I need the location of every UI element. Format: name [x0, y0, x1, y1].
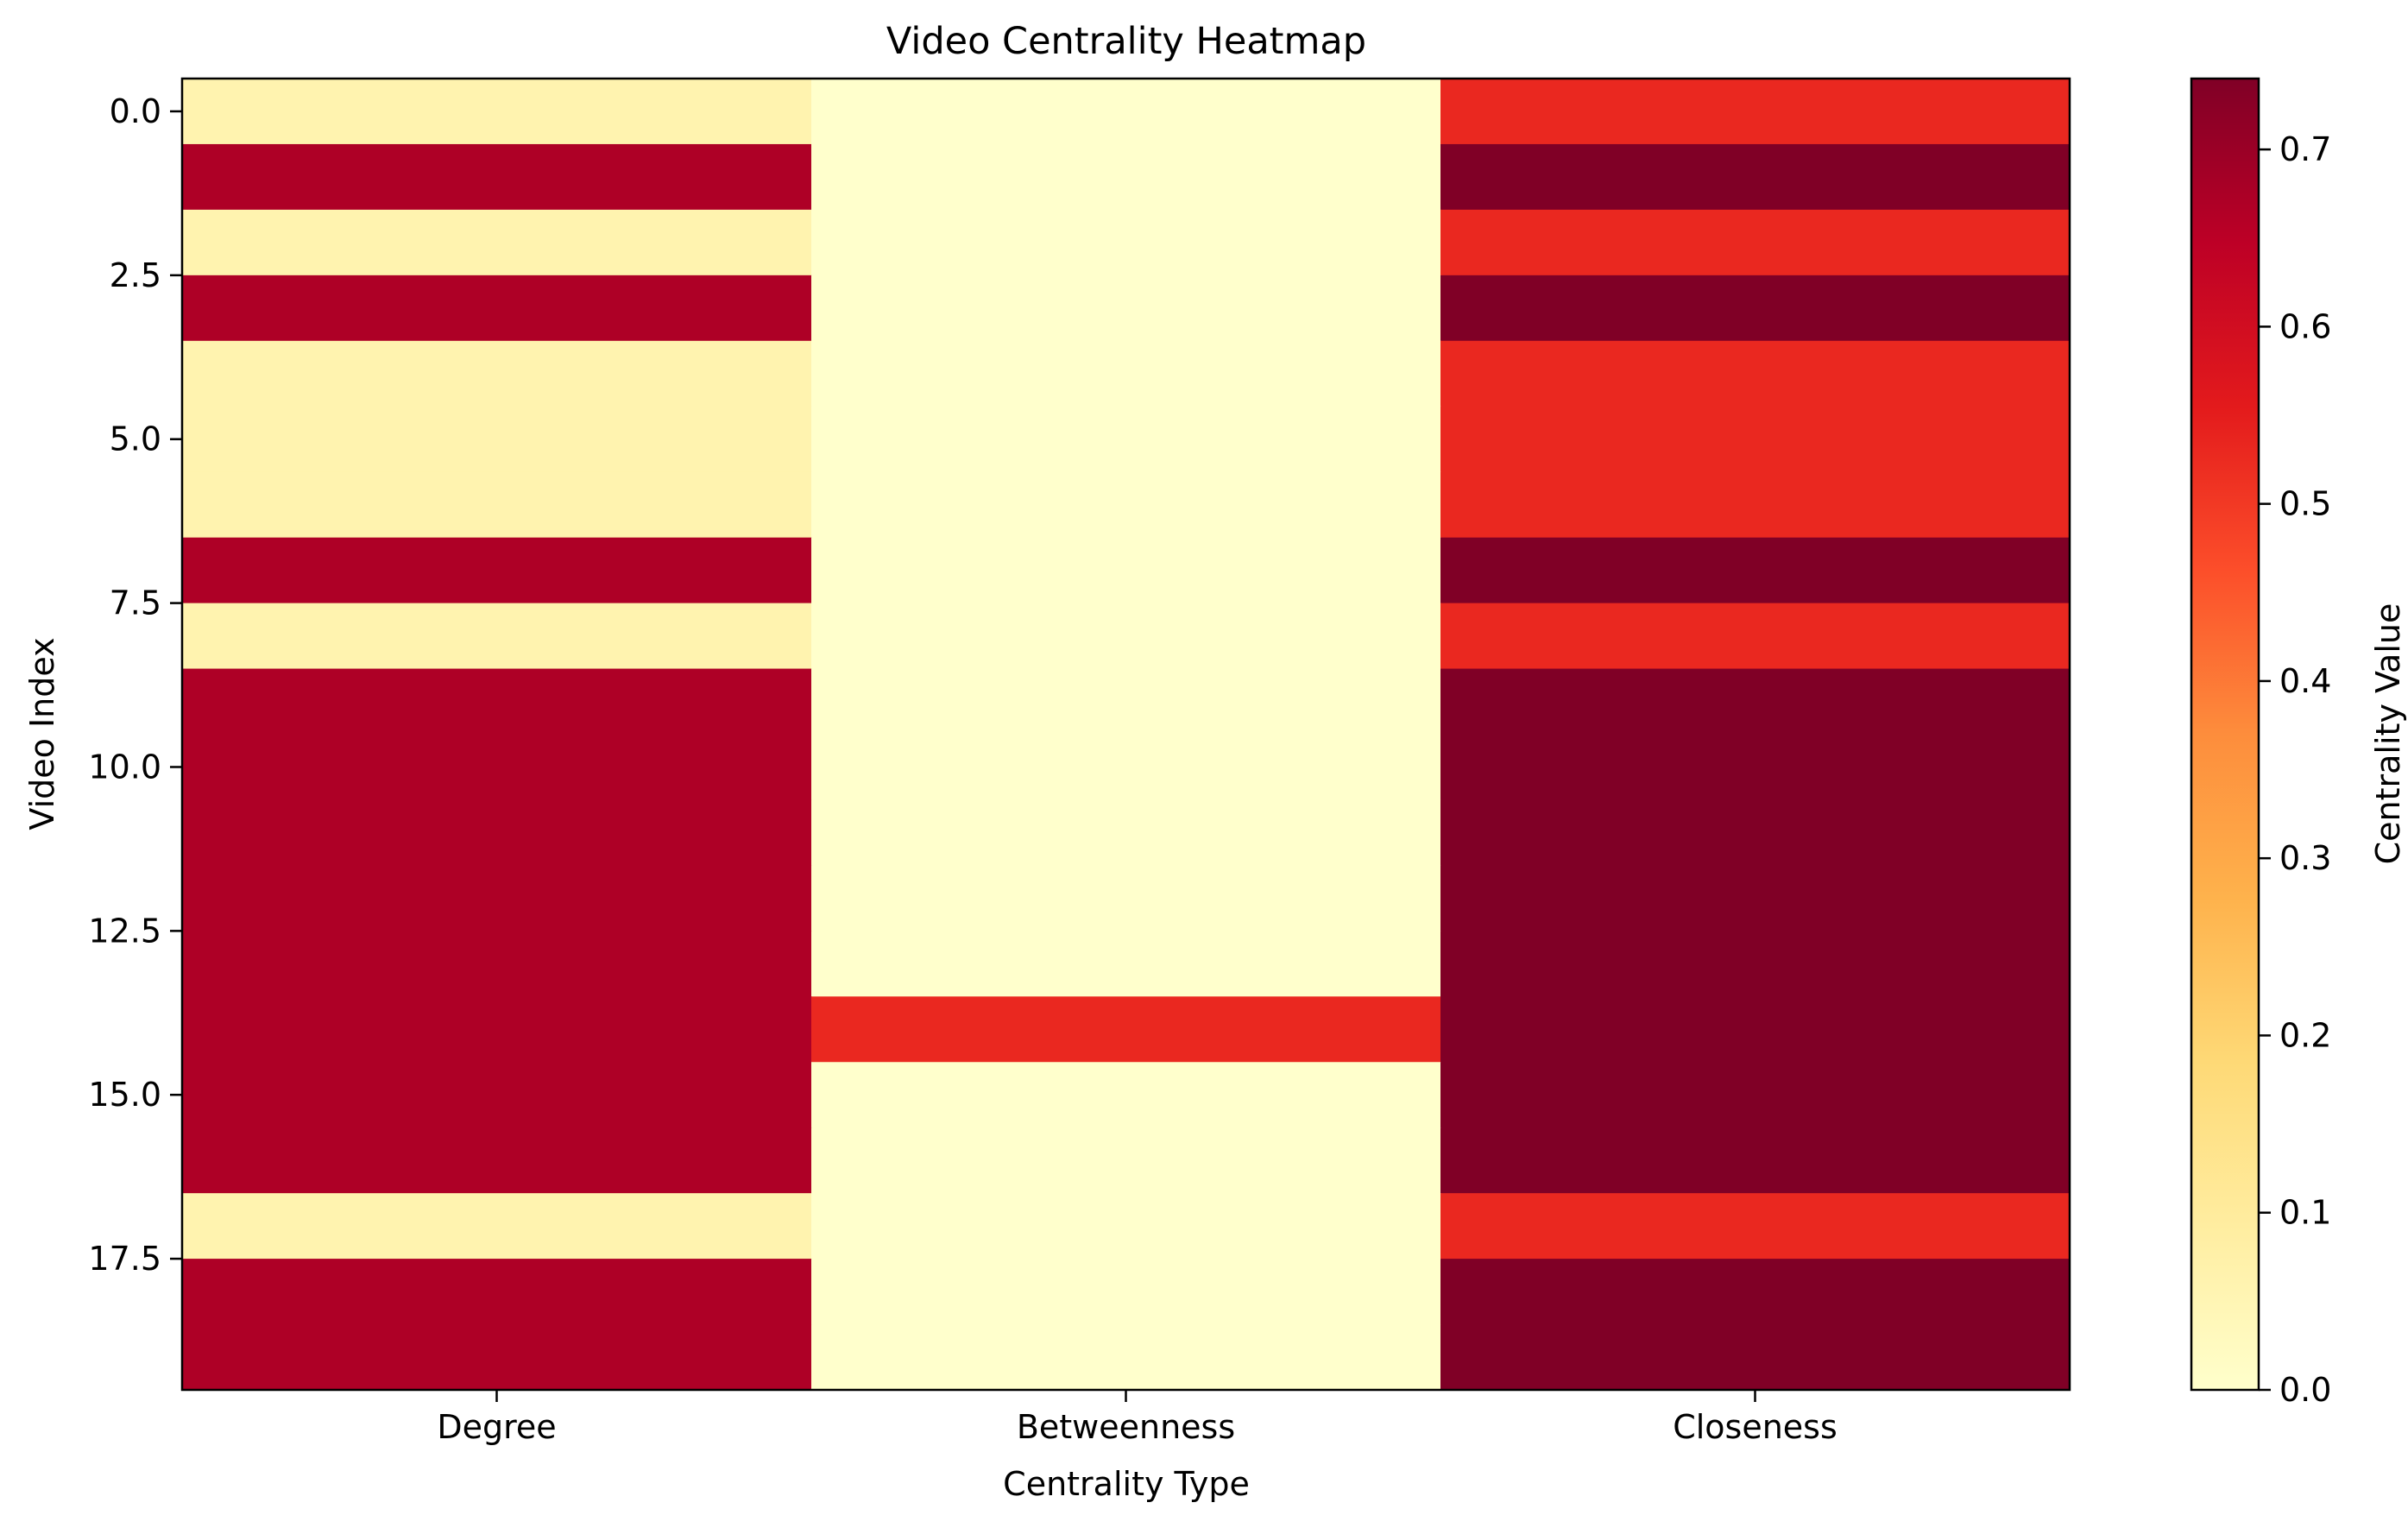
heatmap-cell	[182, 668, 812, 736]
heatmap-cell	[811, 537, 1441, 604]
heatmap-cell	[1440, 1259, 2071, 1325]
heatmap-cell	[182, 865, 812, 931]
colorbar-tick-label: 0.6	[2279, 307, 2331, 345]
colorbar-label: Centrality Value	[2369, 603, 2407, 865]
heatmap-cell	[811, 668, 1441, 736]
heatmap-cell	[182, 1324, 812, 1391]
heatmap-cell	[811, 1324, 1441, 1391]
heatmap-cell	[1440, 734, 2071, 801]
heatmap-cell	[1440, 471, 2071, 539]
heatmap-cell	[182, 996, 812, 1063]
heatmap-cell	[811, 799, 1441, 866]
heatmap-cell	[811, 996, 1441, 1063]
colorbar	[2190, 77, 2260, 1392]
heatmap-cell	[811, 471, 1441, 539]
colorbar-ticks: 0.0 0.1 0.2 0.3 0.4 0.5 0.6 0.7	[2259, 130, 2331, 1409]
heatmap-cell	[811, 275, 1441, 342]
heatmap-cell	[811, 79, 1441, 145]
y-tick-label: 5.0	[110, 420, 161, 458]
y-tick-label: 10.0	[88, 748, 161, 786]
colorbar-tick-label: 0.1	[2279, 1194, 2331, 1232]
heatmap-cell	[182, 1259, 812, 1325]
y-tick-label: 0.0	[110, 92, 161, 130]
heatmap-cell	[182, 603, 812, 670]
heatmap-cell	[182, 340, 812, 407]
chart-title: Video Centrality Heatmap	[886, 20, 1366, 63]
heatmap-cell	[182, 275, 812, 342]
heatmap-cell	[811, 1062, 1441, 1128]
heatmap-cell	[182, 734, 812, 801]
heatmap-cell	[811, 340, 1441, 407]
colorbar-tick-label: 0.0	[2279, 1371, 2331, 1409]
heatmap-cell	[1440, 209, 2071, 276]
heatmap-cell	[1440, 865, 2071, 931]
heatmap-cell	[811, 1127, 1441, 1194]
y-tick-label: 15.0	[88, 1076, 161, 1114]
colorbar-tick-label: 0.4	[2279, 662, 2331, 700]
x-axis-label: Centrality Type	[1003, 1465, 1250, 1503]
colorbar-tick-label: 0.2	[2279, 1016, 2331, 1054]
heatmap-cell	[811, 1193, 1441, 1260]
y-tick-label: 7.5	[110, 584, 161, 622]
heatmap-cell	[811, 143, 1441, 211]
heatmap-cell	[1440, 931, 2071, 997]
heatmap-cell	[182, 79, 812, 145]
colorbar-tick-label: 0.5	[2279, 485, 2331, 523]
x-tick-label: Closeness	[1673, 1408, 1838, 1446]
heatmap-cell	[811, 603, 1441, 670]
heatmap-cell	[182, 143, 812, 211]
heatmap-cell	[1440, 537, 2071, 604]
heatmap-cell	[1440, 406, 2071, 473]
heatmap-cell	[182, 799, 812, 866]
heatmap-cell	[182, 1127, 812, 1194]
colorbar-tick-label: 0.7	[2279, 130, 2331, 168]
heatmap-cell	[1440, 79, 2071, 145]
heatmap-cell	[1440, 668, 2071, 736]
heatmap-cell	[1440, 340, 2071, 407]
heatmap-cell	[811, 734, 1441, 801]
x-tick-label: Betweenness	[1017, 1408, 1235, 1446]
y-tick-label: 12.5	[88, 912, 161, 950]
heatmap-cell	[811, 931, 1441, 997]
y-axis-label: Video Index	[23, 637, 61, 830]
heatmap-cell	[182, 931, 812, 997]
heatmap-cell	[182, 406, 812, 473]
heatmap-cell	[1440, 1062, 2071, 1128]
heatmap-cell	[1440, 799, 2071, 866]
y-tick-label: 17.5	[88, 1240, 161, 1278]
heatmap-cell	[1440, 996, 2071, 1063]
heatmap-cell	[1440, 1193, 2071, 1260]
heatmap-cell	[1440, 1127, 2071, 1194]
heatmap-cell	[811, 209, 1441, 276]
x-tick-label: Degree	[437, 1408, 556, 1446]
heatmap-cell	[1440, 603, 2071, 670]
heatmap-cell	[1440, 275, 2071, 342]
heatmap-cell	[811, 1259, 1441, 1325]
heatmap-cell	[182, 471, 812, 539]
heatmap-cells	[182, 79, 2071, 1391]
heatmap-cell	[182, 1062, 812, 1128]
heatmap-cell	[811, 406, 1441, 473]
y-axis-ticks: 0.0 2.5 5.0 7.5 10.0 12.5 15.0 17.5	[88, 92, 182, 1278]
y-tick-label: 2.5	[110, 256, 161, 294]
heatmap-cell	[811, 865, 1441, 931]
heatmap-cell	[182, 1193, 812, 1260]
colorbar-tick-label: 0.3	[2279, 839, 2331, 877]
x-axis-ticks: Degree Betweenness Closeness	[437, 1390, 1838, 1446]
heatmap-cell	[1440, 1324, 2071, 1391]
heatmap-cell	[1440, 143, 2071, 211]
heatmap-cell	[182, 209, 812, 276]
heatmap-cell	[182, 537, 812, 604]
